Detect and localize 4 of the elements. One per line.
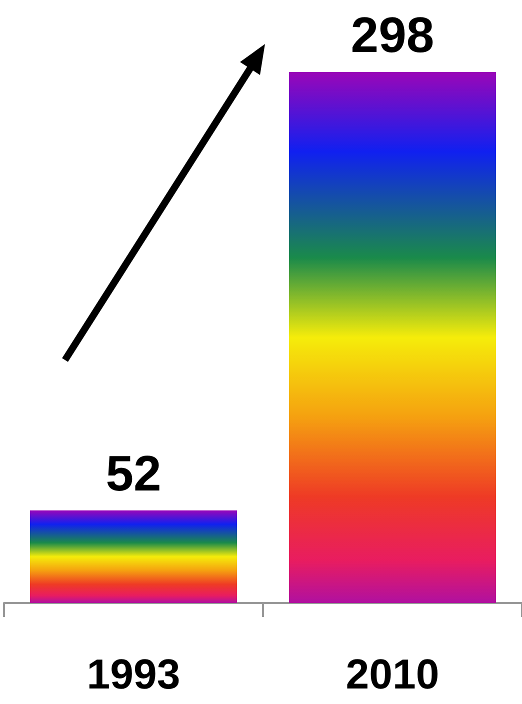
data-label: 52 xyxy=(106,445,162,502)
x-tick-label: 1993 xyxy=(86,650,180,698)
x-tick-label: 2010 xyxy=(346,650,440,698)
data-label: 298 xyxy=(350,7,434,63)
